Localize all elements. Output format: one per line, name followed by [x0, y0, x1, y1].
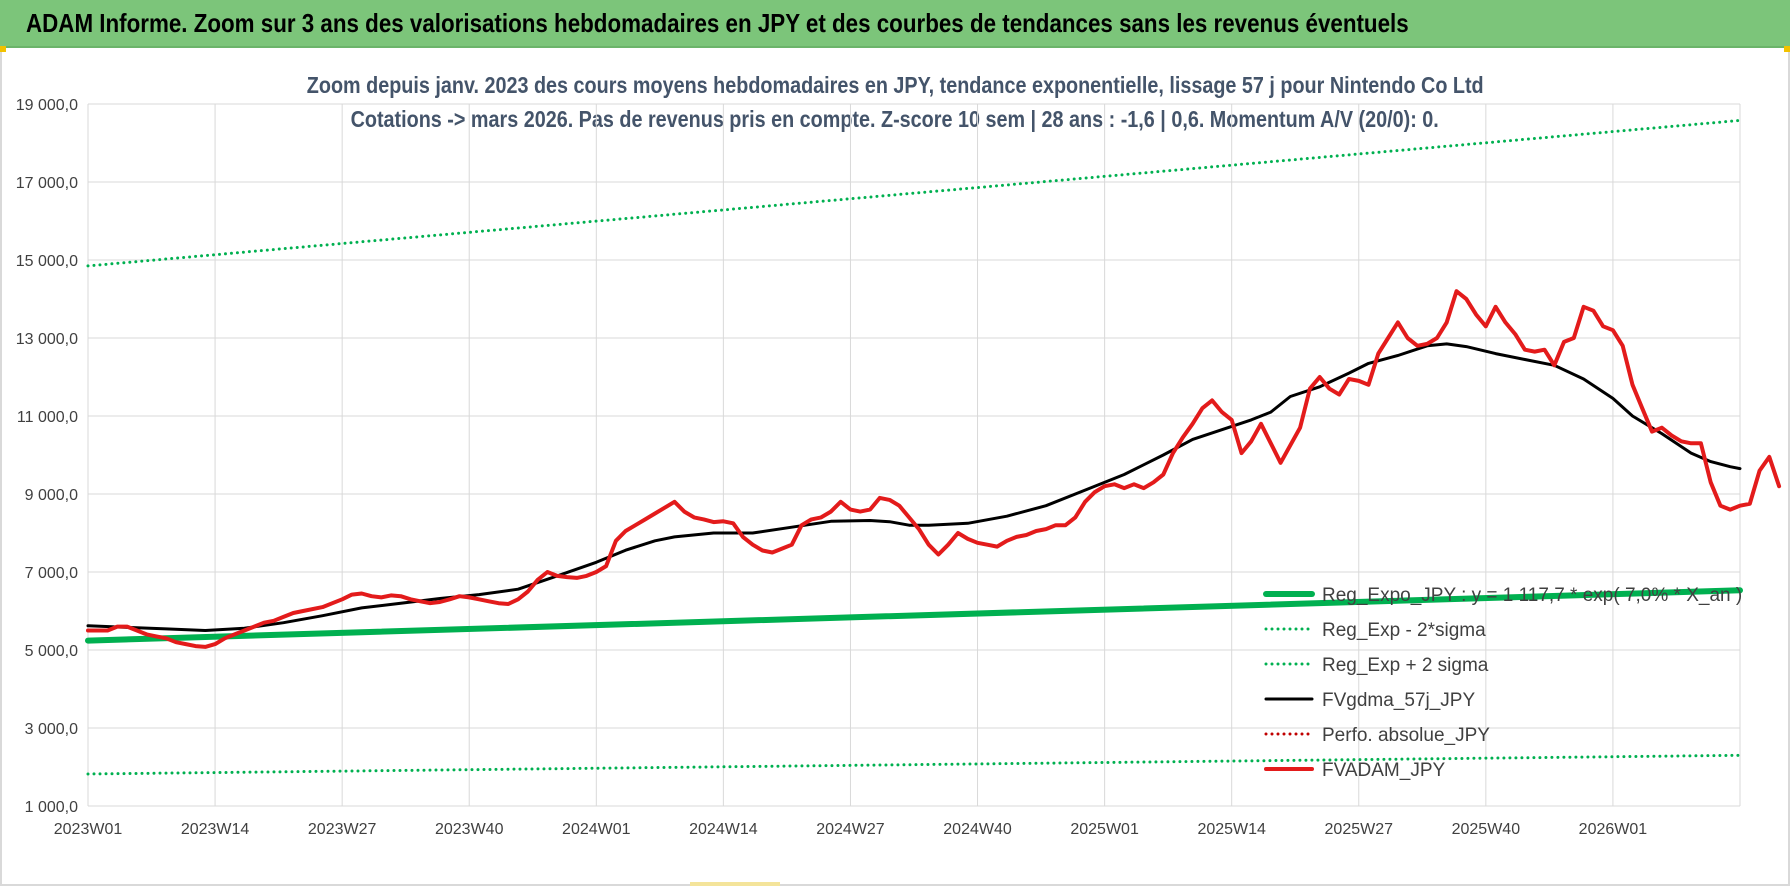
reg-exp-minus-2-sigma-line — [86, 753, 1742, 776]
y-tick-label: 1 000,0 — [25, 799, 78, 816]
y-tick-label: 19 000,0 — [16, 97, 78, 114]
y-tick-label: 17 000,0 — [16, 175, 78, 192]
banner-corner-left — [0, 46, 6, 52]
series-lines — [85, 118, 1782, 776]
y-tick-label: 15 000,0 — [16, 253, 78, 270]
x-tick-label: 2024W01 — [562, 821, 631, 838]
x-tick-label: 2024W27 — [816, 821, 885, 838]
legend-label-fvgdma-57j-line: FVgdma_57j_JPY — [1322, 690, 1475, 711]
y-tick-label: 11 000,0 — [17, 409, 78, 426]
x-tick-label: 2025W01 — [1070, 821, 1139, 838]
reg-expo-line — [85, 587, 1743, 644]
fvadam-line — [86, 289, 1782, 649]
grid-lines — [87, 103, 1741, 807]
legend-label-reg-exp-minus-2-sigma-line: Reg_Exp - 2*sigma — [1322, 620, 1486, 641]
x-tick-label: 2023W27 — [308, 821, 377, 838]
reg-exp-plus-2-sigma-line — [86, 118, 1742, 268]
x-tick-label: 2024W40 — [943, 821, 1012, 838]
x-tick-label: 2026W01 — [1579, 821, 1648, 838]
report-banner: ADAM Informe. Zoom sur 3 ans des valoris… — [0, 0, 1790, 48]
legend-label-reg-expo-line: Reg_Expo_JPY : y = 1 117,7 * exp( 7,0% *… — [1322, 585, 1742, 606]
x-axis-ticks: 2023W01 2023W14 2023W27 2023W40 2024W01 2024W… — [54, 821, 1648, 838]
x-tick-label: 2023W40 — [435, 821, 504, 838]
report-title: ADAM Informe. Zoom sur 3 ans des valoris… — [26, 8, 1409, 38]
y-axis-ticks: 1 000,0 3 000,0 5 000,0 7 000,0 9 000,0 11 00… — [16, 97, 78, 816]
x-tick-label: 2025W40 — [1452, 821, 1521, 838]
y-tick-label: 5 000,0 — [25, 643, 78, 660]
x-tick-label: 2025W14 — [1197, 821, 1266, 838]
banner-corner-right — [1784, 46, 1790, 52]
chart-title-line-2: Cotations -> mars 2026. Pas de revenus p… — [350, 106, 1440, 132]
fvgdma-57j-line — [86, 342, 1742, 632]
x-tick-label: 2024W14 — [689, 821, 758, 838]
legend-label-perfo-absolue-line: Perfo. absolue_JPY — [1322, 725, 1490, 746]
chart-title-line-1: Zoom depuis janv. 2023 des cours moyens … — [306, 72, 1484, 98]
bottom-marker — [690, 882, 780, 886]
x-tick-label: 2023W01 — [54, 821, 123, 838]
legend: Reg_Expo_JPY : y = 1 117,7 * exp( 7,0% *… — [1263, 585, 1742, 781]
legend-label-fvadam-line: FVADAM_JPY — [1322, 760, 1446, 781]
x-tick-label: 2023W14 — [181, 821, 250, 838]
y-tick-label: 3 000,0 — [25, 721, 78, 738]
y-tick-label: 13 000,0 — [16, 331, 78, 348]
y-tick-label: 9 000,0 — [25, 487, 78, 504]
y-tick-label: 7 000,0 — [25, 565, 78, 582]
x-tick-label: 2025W27 — [1325, 821, 1394, 838]
legend-label-reg-exp-plus-2-sigma-line: Reg_Exp + 2 sigma — [1322, 655, 1489, 676]
